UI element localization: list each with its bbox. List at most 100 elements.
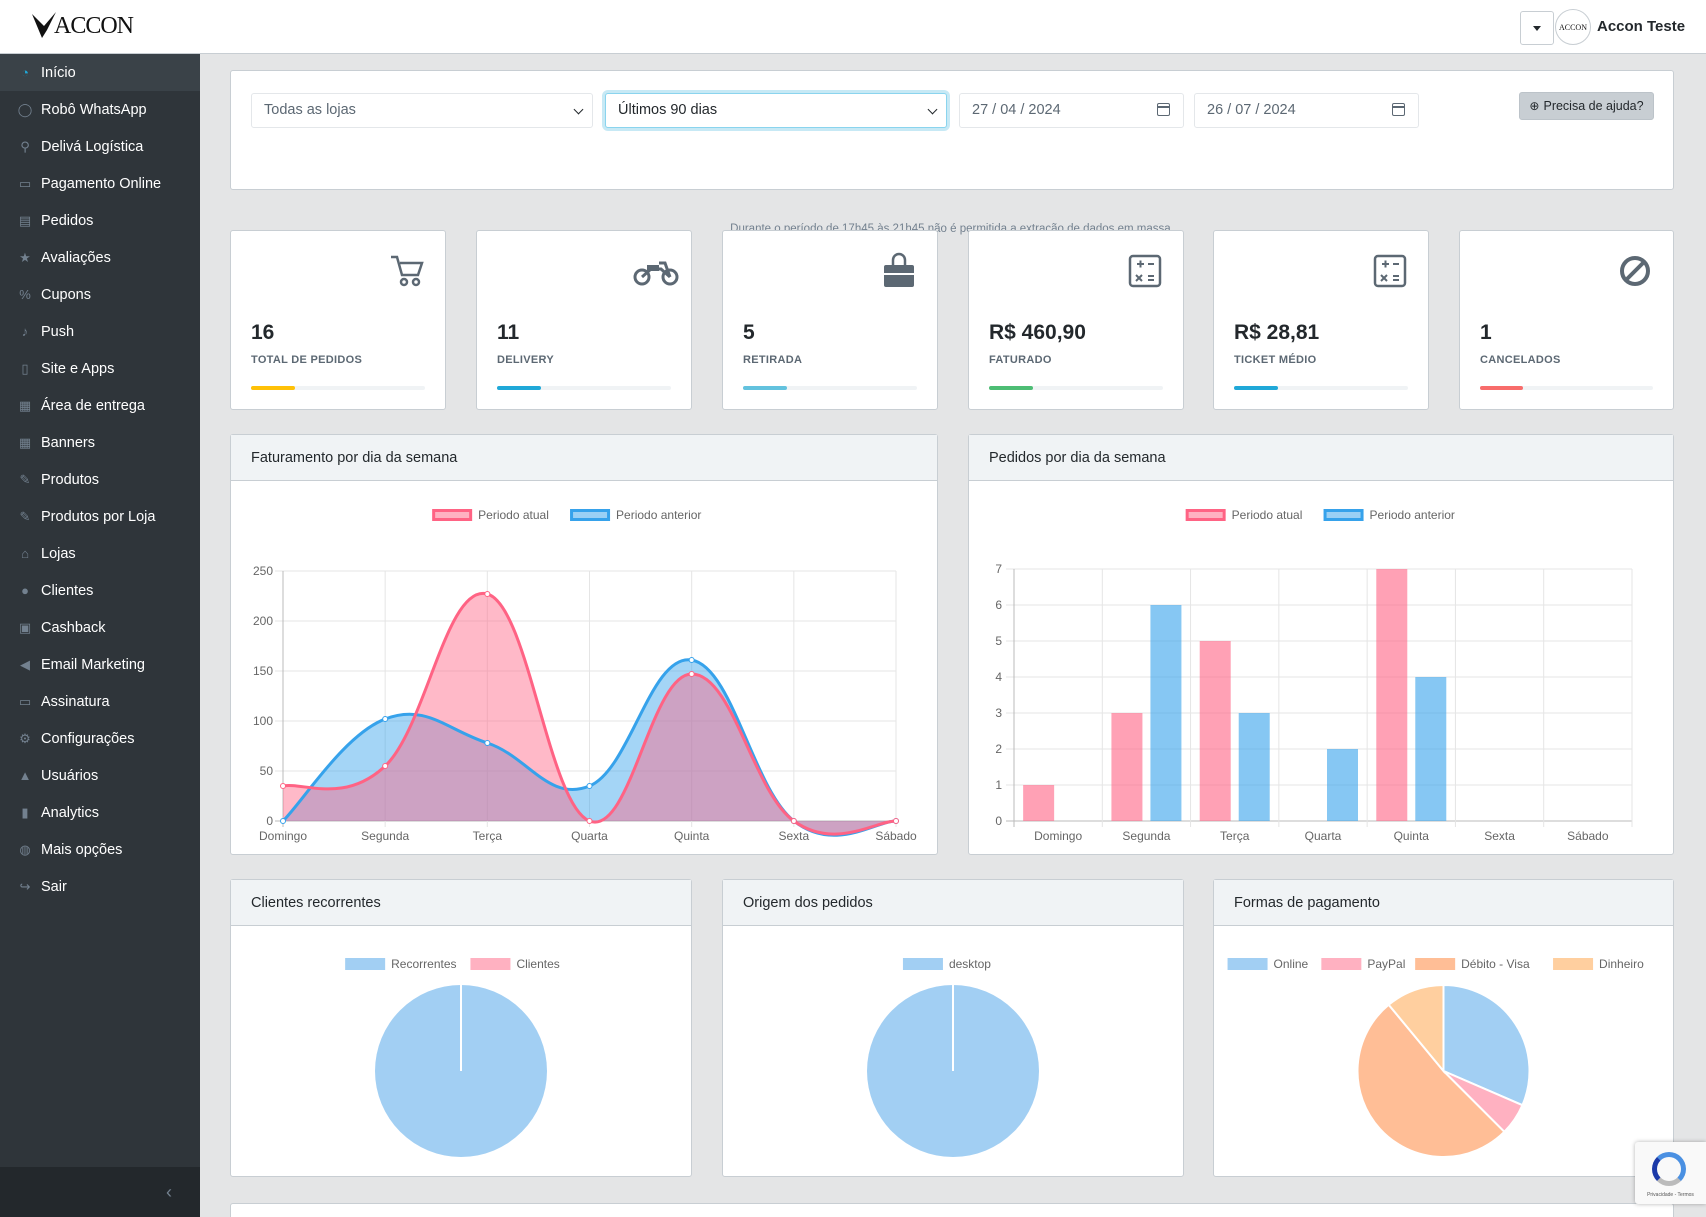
- sidebar-item-6[interactable]: % Cupons: [0, 276, 200, 313]
- sidebar-item-10[interactable]: ▦ Banners: [0, 424, 200, 461]
- data-point[interactable]: [280, 818, 286, 824]
- recaptcha-terms[interactable]: Privacidade - Termos: [1647, 1192, 1694, 1198]
- sidebar-item-12[interactable]: ✎ Produtos por Loja: [0, 498, 200, 535]
- revenue-line-chart[interactable]: 0 50 100 150 200 250 Domingo Segunda Terça Quarta…: [231, 481, 937, 854]
- bar-0-2[interactable]: [1199, 641, 1231, 821]
- data-point[interactable]: [688, 671, 695, 677]
- data-point[interactable]: [382, 716, 389, 722]
- legend-item[interactable]: Periodo atual: [432, 508, 549, 522]
- pie-slice-2[interactable]: [1356, 1003, 1506, 1159]
- sidebar-minimize-chevron-left-icon[interactable]: ‹: [166, 1182, 172, 1202]
- legend-item[interactable]: Clientes: [470, 957, 560, 971]
- sidebar-item-4[interactable]: ▤ Pedidos: [0, 202, 200, 239]
- sidebar-item-5[interactable]: ★ Avaliações: [0, 239, 200, 276]
- caret-down-icon: [1533, 25, 1541, 31]
- sidebar-item-11[interactable]: ✎ Produtos: [0, 461, 200, 498]
- legend-item[interactable]: PayPal: [1321, 957, 1405, 971]
- sidebar-item-7[interactable]: ♪ Push: [0, 313, 200, 350]
- bar-0-0[interactable]: [1023, 785, 1055, 821]
- bar-0-1[interactable]: [1111, 713, 1143, 821]
- y-tick-label: 0: [995, 814, 1002, 828]
- bar-1-2[interactable]: [1238, 713, 1270, 821]
- legend-label: Online: [1274, 957, 1309, 971]
- sidebar-item-18[interactable]: ⚙ Configurações: [0, 720, 200, 757]
- sidebar-item-14[interactable]: ● Clientes: [0, 572, 200, 609]
- sidebar-item-0[interactable]: ◔ Início: [0, 54, 200, 91]
- legend-item[interactable]: Periodo anterior: [570, 508, 702, 522]
- bar-1-3[interactable]: [1327, 749, 1358, 821]
- calendar-icon[interactable]: [1157, 103, 1170, 116]
- bulk-extraction-notice: Durante o período de 17h45 às 21h45 não …: [730, 223, 1174, 235]
- sidebar-item-22[interactable]: ↪ Sair: [0, 868, 200, 905]
- sidebar-item-label: Site e Apps: [41, 360, 115, 377]
- pie-slice-3[interactable]: [1387, 983, 1445, 1074]
- recaptcha-badge[interactable]: Privacidade - Termos: [1635, 1142, 1706, 1204]
- sidebar-item-2[interactable]: ⚲ Delivá Logística: [0, 128, 200, 165]
- legend-label: Dinheiro: [1599, 957, 1644, 971]
- calculator-icon: [1125, 251, 1165, 291]
- sidebar-item-3[interactable]: ▭ Pagamento Online: [0, 165, 200, 202]
- payment-methods-pie[interactable]: Online PayPal Débito - Visa Dinheiro: [1214, 926, 1673, 1176]
- edit-icon: ✎: [19, 508, 31, 524]
- stat-progress-fill: [1234, 386, 1278, 390]
- legend-label: Periodo atual: [1232, 508, 1303, 522]
- sidebar-item-9[interactable]: ▦ Área de entrega: [0, 387, 200, 424]
- data-point[interactable]: [688, 657, 695, 663]
- sidebar-item-20[interactable]: ▮ Analytics: [0, 794, 200, 831]
- sidebar-item-13[interactable]: ⌂ Lojas: [0, 535, 200, 572]
- data-point[interactable]: [484, 591, 491, 597]
- legend-item[interactable]: Online: [1227, 957, 1309, 971]
- recurring-clients-pie[interactable]: Recorrentes Clientes: [231, 926, 691, 1176]
- orders-bar-chart[interactable]: 0 1 2 3 4 5 6 7 Domingo Segunda Terça Quarta Quinta S…: [969, 481, 1673, 854]
- data-point[interactable]: [280, 783, 286, 789]
- legend-item[interactable]: Débito - Visa: [1415, 957, 1530, 971]
- sidebar-item-15[interactable]: ▣ Cashback: [0, 609, 200, 646]
- data-point[interactable]: [484, 740, 491, 746]
- ban-icon: [1615, 251, 1655, 291]
- stat-card: 11 DELIVERY: [476, 230, 692, 410]
- legend-item[interactable]: Periodo atual: [1185, 508, 1303, 522]
- accon-logo[interactable]: ACCON: [30, 12, 134, 38]
- legend-label: Periodo anterior: [1370, 508, 1455, 522]
- store-select[interactable]: Todas as lojas: [251, 93, 593, 128]
- sidebar-item-8[interactable]: ▯ Site e Apps: [0, 350, 200, 387]
- end-date-value: 26 / 07 / 2024: [1207, 102, 1296, 118]
- legend-item[interactable]: desktop: [902, 957, 991, 971]
- legend-label: desktop: [949, 957, 991, 971]
- sidebar-item-label: Área de entrega: [41, 397, 145, 414]
- stat-progress-fill: [989, 386, 1033, 390]
- help-button[interactable]: ⊕ Precisa de ajuda?: [1519, 92, 1654, 120]
- data-point[interactable]: [586, 783, 593, 789]
- header-dropdown-toggle[interactable]: [1520, 11, 1554, 45]
- data-point[interactable]: [586, 818, 593, 824]
- data-point[interactable]: [893, 818, 899, 824]
- stat-label: CANCELADOS: [1480, 354, 1561, 366]
- order-origin-pie[interactable]: desktop: [723, 926, 1183, 1176]
- sidebar-item-17[interactable]: ▭ Assinatura: [0, 683, 200, 720]
- pie-slice-0[interactable]: [1442, 983, 1531, 1107]
- sidebar-item-16[interactable]: ◀ Email Marketing: [0, 646, 200, 683]
- bar-1-1[interactable]: [1150, 605, 1182, 821]
- bullhorn-icon: ◀: [20, 656, 30, 672]
- legend-item[interactable]: Periodo anterior: [1323, 508, 1455, 522]
- start-date-input[interactable]: 27 / 04 / 2024: [959, 93, 1184, 128]
- x-tick-label: Quinta: [674, 829, 710, 843]
- star-icon: ★: [19, 249, 31, 265]
- legend-swatch: [570, 509, 611, 521]
- sidebar-item-1[interactable]: ◯ Robô WhatsApp: [0, 91, 200, 128]
- bar-0-4[interactable]: [1376, 569, 1408, 821]
- user-avatar[interactable]: ACCON: [1555, 9, 1591, 45]
- legend-item[interactable]: Recorrentes: [345, 957, 457, 971]
- end-date-input[interactable]: 26 / 07 / 2024: [1194, 93, 1419, 128]
- legend-item[interactable]: Dinheiro: [1553, 957, 1644, 971]
- data-point[interactable]: [790, 818, 797, 824]
- sidebar-item-19[interactable]: ▲ Usuários: [0, 757, 200, 794]
- data-point[interactable]: [382, 763, 389, 769]
- top-header: ACCON ACCON Accon Teste: [0, 0, 1706, 54]
- user-name[interactable]: Accon Teste: [1597, 18, 1686, 35]
- bar-1-4[interactable]: [1415, 677, 1447, 821]
- payment-methods-card: Formas de pagamento Online PayPal Débito -…: [1213, 879, 1674, 1177]
- calendar-icon[interactable]: [1392, 103, 1405, 116]
- period-select[interactable]: Últimos 90 dias: [605, 93, 947, 128]
- sidebar-item-21[interactable]: ◍ Mais opções: [0, 831, 200, 868]
